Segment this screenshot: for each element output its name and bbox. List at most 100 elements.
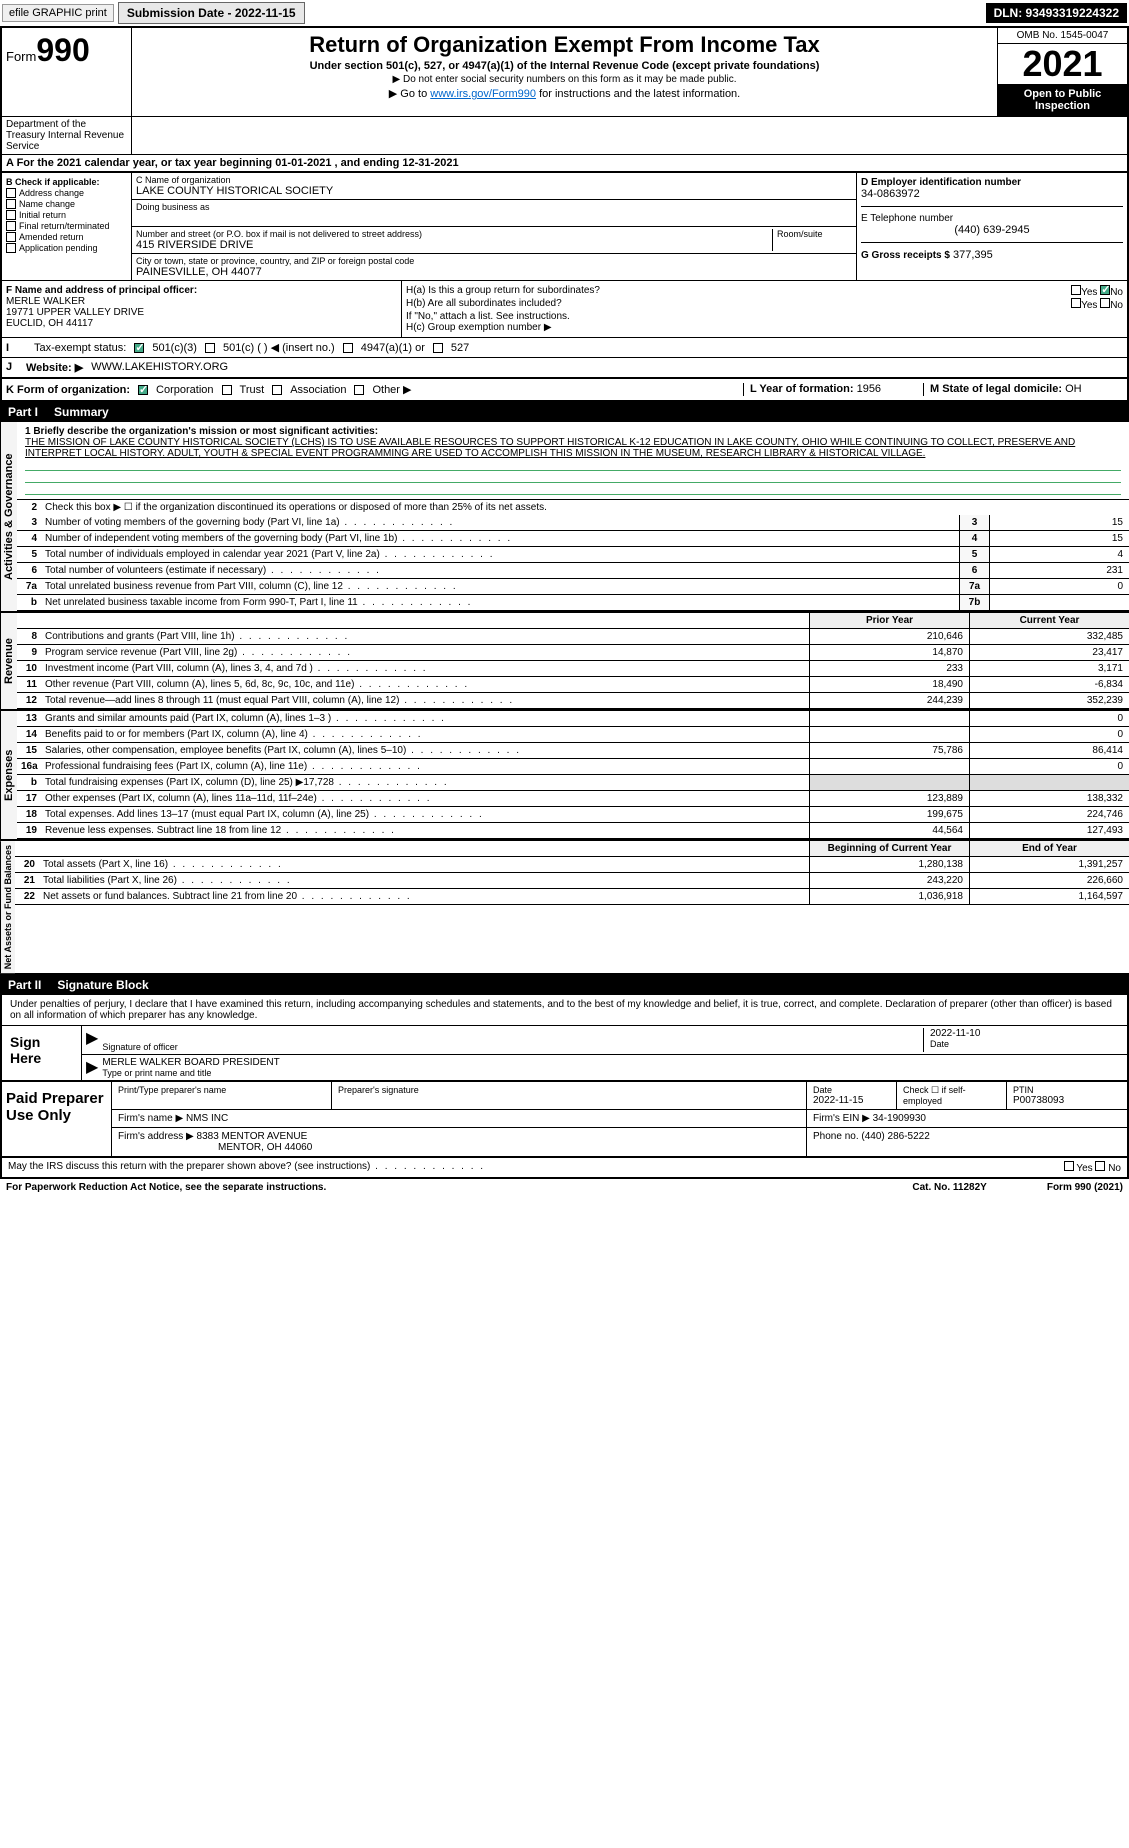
part-1-title: Summary [54, 405, 109, 419]
label-address-change: Address change [19, 188, 84, 198]
year-formation-label: L Year of formation: [750, 383, 854, 395]
label-initial-return: Initial return [19, 210, 66, 220]
checkbox-corp[interactable] [138, 385, 148, 395]
preparer-name-label: Print/Type preparer's name [118, 1085, 325, 1095]
prep-date: 2022-11-15 [813, 1095, 890, 1106]
table-row: 19Revenue less expenses. Subtract line 1… [17, 823, 1129, 839]
row-i: I Tax-exempt status: 501(c)(3) 501(c) ( … [0, 337, 1129, 357]
omb-number: OMB No. 1545-0047 [998, 28, 1127, 44]
firm-addr-label: Firm's address ▶ [118, 1131, 194, 1142]
sig-officer-label: Signature of officer [102, 1042, 923, 1052]
checkbox-trust[interactable] [222, 385, 232, 395]
checkbox-501c[interactable] [205, 343, 215, 353]
checkbox-hb-no[interactable] [1100, 298, 1110, 308]
box-b-header: B Check if applicable: [6, 177, 127, 187]
form-number-cell: Form990 [2, 28, 132, 116]
box-d-e-g: D Employer identification number 34-0863… [857, 173, 1127, 280]
discuss-yes: Yes [1076, 1163, 1092, 1174]
label-trust: Trust [240, 384, 265, 396]
table-row: 3Number of voting members of the governi… [17, 515, 1129, 531]
checkbox-other[interactable] [354, 385, 364, 395]
checkbox-address-change[interactable] [6, 188, 16, 198]
box-b: B Check if applicable: Address change Na… [2, 173, 132, 280]
irs-link[interactable]: www.irs.gov/Form990 [430, 88, 536, 100]
submission-date-button[interactable]: Submission Date - 2022-11-15 [118, 2, 305, 24]
label-application: Application pending [19, 243, 98, 253]
note2-pre: ▶ Go to [389, 88, 430, 100]
ha-label: H(a) Is this a group return for subordin… [406, 285, 600, 298]
arrow-icon: ▶ [86, 1028, 98, 1052]
checkbox-501c3[interactable] [134, 343, 144, 353]
box-h: H(a) Is this a group return for subordin… [402, 281, 1127, 337]
firm-addr2: MENTOR, OH 44060 [218, 1142, 800, 1153]
officer-addr2: EUCLID, OH 44117 [6, 318, 397, 329]
hb-label: H(b) Are all subordinates included? [406, 298, 562, 311]
label-501c: 501(c) ( ) ◀ (insert no.) [223, 341, 335, 354]
firm-ein-label: Firm's EIN ▶ [813, 1113, 870, 1124]
form-number: 990 [36, 32, 89, 68]
city-state-zip: PAINESVILLE, OH 44077 [136, 266, 852, 278]
checkbox-amended[interactable] [6, 232, 16, 242]
firm-phone-label: Phone no. [813, 1131, 859, 1142]
checkbox-ha-no[interactable] [1100, 285, 1110, 295]
firm-ein: 34-1909930 [873, 1113, 926, 1124]
org-name-label: C Name of organization [136, 175, 852, 185]
side-label-revenue: Revenue [0, 613, 17, 709]
firm-addr: 8383 MENTOR AVENUE [197, 1131, 308, 1142]
ein-value: 34-0863972 [861, 188, 1123, 200]
part-2-num: Part II [8, 978, 41, 992]
room-label: Room/suite [777, 229, 852, 239]
firm-name-label: Firm's name ▶ [118, 1113, 183, 1124]
name-title-label: Type or print name and title [102, 1068, 1123, 1078]
checkbox-final-return[interactable] [6, 221, 16, 231]
form-footer: Form 990 (2021) [1047, 1182, 1123, 1193]
revenue-section: Revenue Prior Year Current Year 8Contrib… [0, 613, 1129, 711]
checkbox-hb-yes[interactable] [1071, 298, 1081, 308]
part-2-title: Signature Block [57, 978, 148, 992]
form-subtitle: Under section 501(c), 527, or 4947(a)(1)… [136, 60, 993, 72]
label-527: 527 [451, 342, 469, 354]
part-1-header: Part I Summary [0, 402, 1129, 422]
label-other: Other ▶ [372, 383, 411, 396]
label-name-change: Name change [19, 199, 75, 209]
bottom-line: For Paperwork Reduction Act Notice, see … [0, 1179, 1129, 1196]
netassets-section: Net Assets or Fund Balances Beginning of… [0, 841, 1129, 975]
checkbox-application[interactable] [6, 243, 16, 253]
table-row: 5Total number of individuals employed in… [17, 547, 1129, 563]
discuss-label: May the IRS discuss this return with the… [8, 1161, 1064, 1174]
checkbox-initial-return[interactable] [6, 210, 16, 220]
checkbox-assoc[interactable] [272, 385, 282, 395]
table-row: 14Benefits paid to or for members (Part … [17, 727, 1129, 743]
hc-label: H(c) Group exemption number ▶ [406, 322, 1123, 333]
checkbox-discuss-yes[interactable] [1064, 1161, 1074, 1171]
cat-no: Cat. No. 11282Y [912, 1182, 986, 1193]
table-row: 9Program service revenue (Part VIII, lin… [17, 645, 1129, 661]
mission-block: 1 Briefly describe the organization's mi… [17, 422, 1129, 500]
discuss-no: No [1108, 1163, 1121, 1174]
label-final-return: Final return/terminated [19, 221, 110, 231]
table-row: 8Contributions and grants (Part VIII, li… [17, 629, 1129, 645]
checkbox-527[interactable] [433, 343, 443, 353]
line-2: Check this box ▶ ☐ if the organization d… [41, 500, 1129, 515]
table-row: 15Salaries, other compensation, employee… [17, 743, 1129, 759]
table-row: bNet unrelated business taxable income f… [17, 595, 1129, 611]
hb-yes: Yes [1081, 300, 1097, 311]
title-cell: Return of Organization Exempt From Incom… [132, 28, 997, 116]
table-row: 11Other revenue (Part VIII, column (A), … [17, 677, 1129, 693]
firm-name: NMS INC [186, 1113, 228, 1124]
checkbox-ha-yes[interactable] [1071, 285, 1081, 295]
checkbox-4947[interactable] [343, 343, 353, 353]
box-f: F Name and address of principal officer:… [2, 281, 402, 337]
paid-preparer-block: Paid Preparer Use Only Print/Type prepar… [0, 1082, 1129, 1158]
expenses-section: Expenses 13Grants and similar amounts pa… [0, 711, 1129, 841]
line-a: A For the 2021 calendar year, or tax yea… [0, 155, 1129, 173]
state-domicile-label: M State of legal domicile: [930, 383, 1062, 395]
gross-label: G Gross receipts $ [861, 250, 950, 261]
note2-post: for instructions and the latest informat… [536, 88, 740, 100]
checkbox-discuss-no[interactable] [1095, 1161, 1105, 1171]
year-formation-value: 1956 [857, 383, 881, 395]
dln-label: DLN: 93493319224322 [986, 3, 1127, 23]
table-row: 10Investment income (Part VIII, column (… [17, 661, 1129, 677]
checkbox-name-change[interactable] [6, 199, 16, 209]
part-1-num: Part I [8, 405, 38, 419]
